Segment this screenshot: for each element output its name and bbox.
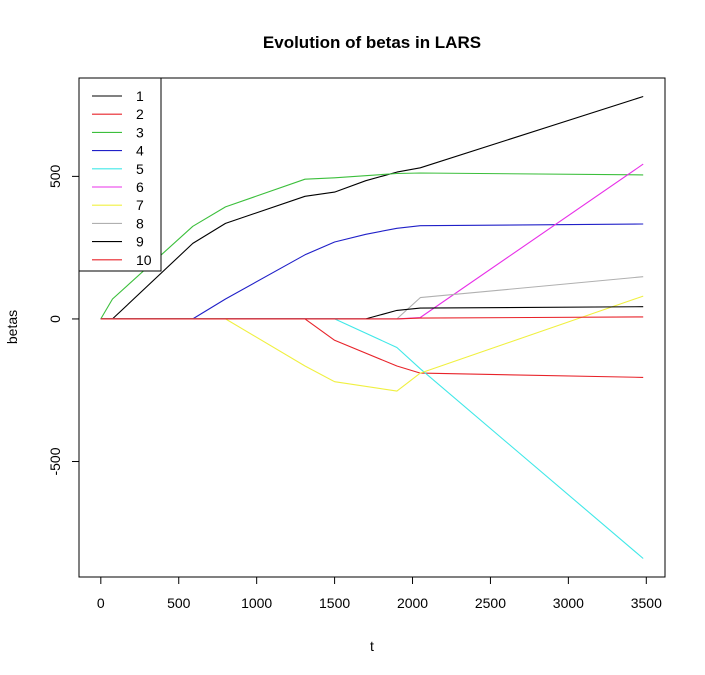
series-line-6 — [100, 163, 644, 320]
series-layer — [100, 95, 644, 559]
y-axis-label: betas — [4, 310, 20, 344]
x-tick-label: 500 — [167, 595, 191, 611]
legend-label-6: 6 — [136, 179, 144, 195]
series-line-8 — [100, 276, 644, 320]
x-axis: 0 500 1000 1500 2000 2500 3000 3500 — [97, 576, 662, 611]
x-tick-label: 3500 — [631, 595, 662, 611]
x-tick-label: 3000 — [553, 595, 584, 611]
series-line-10 — [100, 316, 644, 320]
legend: 1 2 3 4 5 6 7 8 9 10 — [78, 77, 162, 272]
series-line-3 — [100, 172, 644, 320]
x-tick-label: 1000 — [241, 595, 272, 611]
y-tick-label: -500 — [47, 447, 63, 475]
x-tick-label: 0 — [97, 595, 105, 611]
legend-label-8: 8 — [136, 215, 144, 231]
x-axis-label: t — [370, 638, 374, 654]
legend-label-5: 5 — [136, 161, 144, 177]
x-tick-label: 2500 — [475, 595, 506, 611]
chart-title: Evolution of betas in LARS — [263, 33, 481, 52]
legend-label-2: 2 — [136, 106, 144, 122]
legend-label-3: 3 — [136, 124, 144, 140]
series-line-4 — [100, 223, 644, 320]
series-line-7 — [100, 295, 644, 392]
y-axis: -500 0 500 — [47, 164, 80, 476]
series-line-1 — [100, 95, 644, 320]
series-line-2 — [100, 318, 644, 378]
series-line-5 — [100, 318, 644, 559]
legend-label-7: 7 — [136, 197, 144, 213]
legend-box — [78, 77, 162, 272]
legend-label-9: 9 — [136, 234, 144, 250]
y-tick-label: 0 — [47, 315, 63, 323]
legend-label-4: 4 — [136, 143, 144, 159]
legend-label-1: 1 — [136, 88, 144, 104]
x-tick-label: 1500 — [319, 595, 350, 611]
x-tick-label: 2000 — [397, 595, 428, 611]
legend-label-10: 10 — [136, 252, 152, 268]
y-tick-label: 500 — [47, 164, 63, 188]
